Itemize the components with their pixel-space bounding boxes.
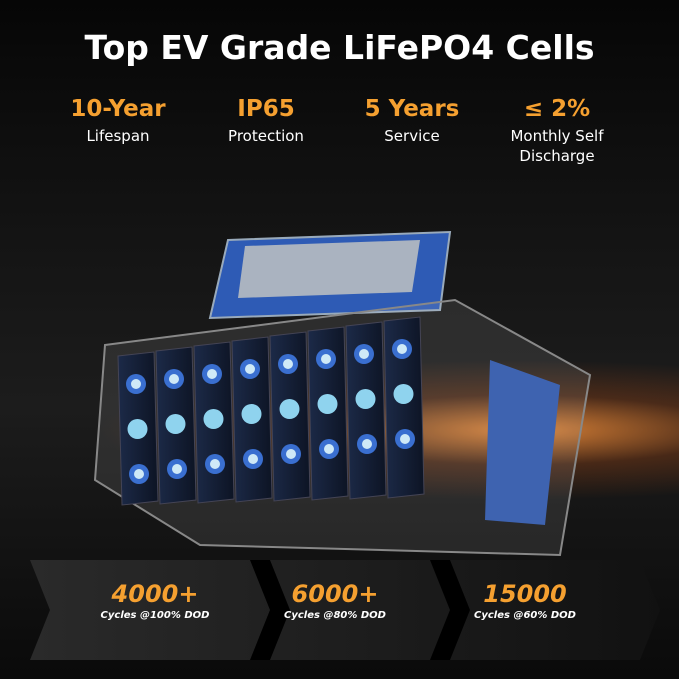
terminal-center	[172, 464, 182, 474]
terminal	[355, 389, 376, 409]
terminal-center	[169, 374, 179, 384]
terminal-center	[362, 439, 372, 449]
terminal	[165, 414, 186, 434]
terminal-center	[248, 454, 258, 464]
feature-label: Lifespan	[86, 127, 150, 145]
cycles-band	[30, 560, 660, 660]
chevron	[250, 560, 290, 660]
feature-label: Monthly Self Discharge	[510, 127, 604, 165]
cell	[383, 316, 425, 499]
cycle-value: 4000+	[111, 580, 199, 608]
terminal	[203, 409, 224, 429]
terminal-center	[400, 434, 410, 444]
terminal-center	[286, 449, 296, 459]
feature: IP65 Protection	[191, 96, 341, 146]
terminal	[279, 399, 300, 419]
pcb-plate	[238, 240, 420, 298]
feature-label: Protection	[228, 127, 304, 145]
terminal-center	[245, 364, 255, 374]
feature-label: Service	[384, 127, 440, 145]
cycle-stat: 4000+ Cycles @100% DOD	[65, 580, 245, 621]
feature-value: 10-Year	[70, 96, 166, 122]
side-cell	[485, 360, 560, 525]
terminal-center	[321, 354, 331, 364]
terminal-center	[397, 344, 407, 354]
feature: 10-Year Lifespan	[43, 96, 193, 146]
cycle-value: 15000	[483, 580, 567, 608]
terminal-center	[210, 459, 220, 469]
terminal-center	[134, 469, 144, 479]
terminal-center	[207, 369, 217, 379]
feature: ≤ 2% Monthly Self Discharge	[482, 96, 632, 166]
cell	[345, 321, 387, 500]
terminal-center	[359, 349, 369, 359]
feature: 5 Years Service	[337, 96, 487, 146]
cycle-stat: 15000 Cycles @60% DOD	[435, 580, 615, 621]
feature-value: 5 Years	[364, 96, 460, 122]
terminal-center	[324, 444, 334, 454]
terminal	[127, 419, 148, 439]
cycle-value: 6000+	[291, 580, 379, 608]
feature-value: IP65	[237, 96, 295, 122]
cycle-stat: 6000+ Cycles @80% DOD	[245, 580, 425, 621]
cycle-label: Cycles @80% DOD	[284, 610, 386, 621]
terminal-center	[131, 379, 141, 389]
cycle-label: Cycles @100% DOD	[100, 610, 210, 621]
terminal	[317, 394, 338, 414]
title: Top EV Grade LiFePO4 Cells	[84, 28, 595, 67]
cycle-label: Cycles @60% DOD	[474, 610, 576, 621]
terminal	[393, 384, 414, 404]
terminal	[241, 404, 262, 424]
chevron	[430, 560, 470, 660]
terminal-center	[283, 359, 293, 369]
feature-value: ≤ 2%	[523, 96, 591, 122]
